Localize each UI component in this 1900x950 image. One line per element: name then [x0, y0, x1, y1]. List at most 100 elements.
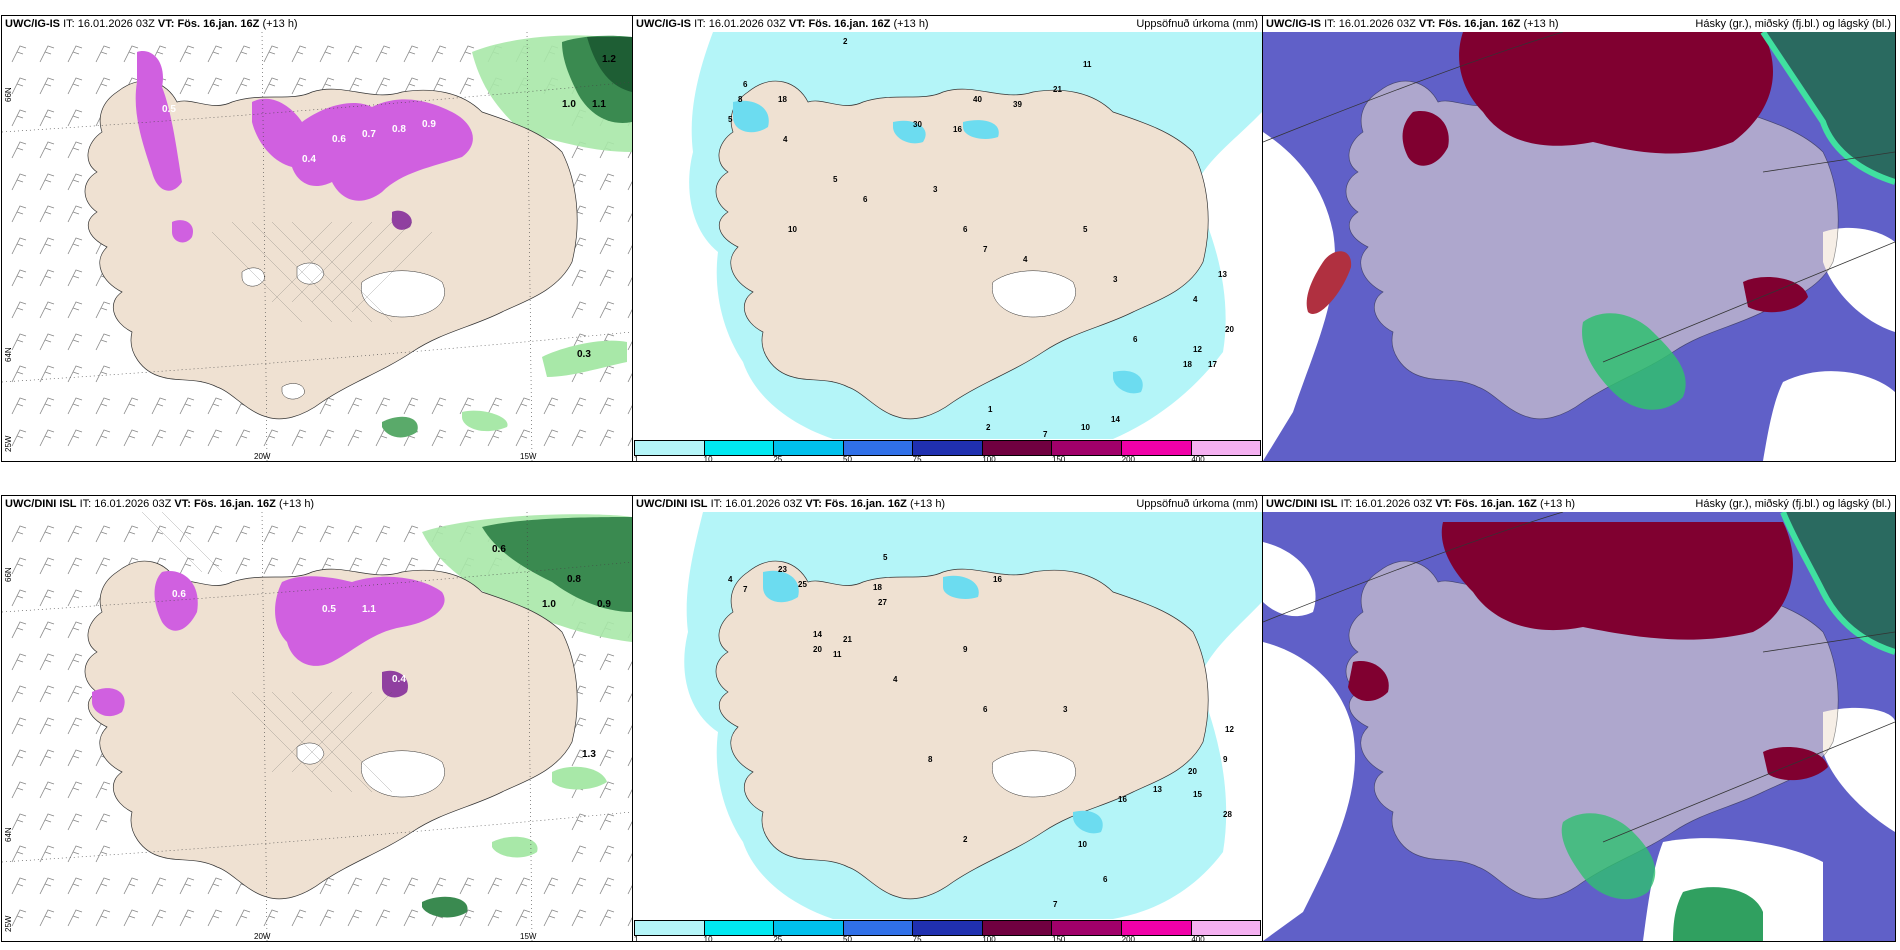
it-label: IT: [1324, 18, 1336, 30]
vt-value: Fös. 16.jan. 16Z [824, 498, 907, 510]
precip-value: 3 [933, 185, 938, 194]
colorbar-tick-label: 25 [773, 935, 783, 942]
wind-barb [151, 429, 167, 447]
clear-area [1823, 227, 1895, 332]
wind-barb [459, 45, 475, 63]
colorbar-tick-label: 150 [1052, 455, 1066, 462]
wind-barb [599, 237, 615, 255]
wind-barb [571, 301, 587, 319]
snow-value: 0.9 [597, 599, 611, 610]
colorbar-swatch [843, 921, 914, 935]
it-value: 16.01.2026 03Z [94, 498, 172, 510]
wind-barb [571, 813, 587, 831]
wind-barb [11, 333, 27, 351]
precip-value: 12 [1193, 345, 1202, 354]
wind-barb [123, 397, 139, 415]
precip-value: 3 [1063, 705, 1068, 714]
graticule [1263, 512, 1895, 843]
snow-value: 0.8 [567, 574, 581, 585]
wind-barb [179, 909, 195, 927]
map-area[interactable]: 5 4 7 23 25 18 27 14 20 16 21 11 4 9 6 8… [633, 512, 1262, 919]
snow-map: 0.6 0.7 0.8 0.9 0.5 0.4 1.0 1.1 1.2 0.3 [2, 32, 632, 461]
precip-value: 16 [1118, 795, 1127, 804]
wind-barb [39, 269, 55, 287]
iceland-land [84, 560, 578, 900]
map-area[interactable]: 0.6 0.5 1.1 0.4 0.6 0.8 1.0 0.9 1.3 20W … [2, 512, 632, 941]
snow-value: 1.0 [542, 599, 556, 610]
wind-barb [207, 397, 223, 415]
green-blob-se [462, 410, 508, 432]
colorbar-swatch [635, 921, 705, 935]
map-area[interactable] [1263, 512, 1895, 941]
snow-value: 0.8 [392, 124, 406, 135]
snow-wind-panel-top: UWC/IG-IS IT: 16.01.2026 03Z VT: Fös. 16… [1, 15, 633, 462]
precip-value: 5 [1083, 225, 1088, 234]
precip-labels: 2 6 8 5 18 30 4 40 39 21 16 5 6 3 10 6 7… [728, 37, 1234, 439]
map-area[interactable] [1263, 32, 1895, 461]
wind-barb [571, 333, 587, 351]
wind-barb [207, 525, 223, 543]
wind-barb [571, 653, 587, 671]
vt-label: VT: [1435, 498, 1452, 510]
wind-barb [459, 877, 475, 895]
wind-barb [599, 301, 615, 319]
snow-region [135, 51, 182, 191]
glacier [241, 267, 265, 287]
wind-barb [515, 429, 531, 447]
wind-barb [67, 845, 83, 863]
snow-value: 1.0 [562, 99, 576, 110]
wind-barb [39, 813, 55, 831]
wind-barb [571, 909, 587, 927]
precip-labels: 5 4 7 23 25 18 27 14 20 16 21 11 4 9 6 8… [728, 553, 1234, 909]
wind-barb [375, 525, 391, 543]
wind-barb [11, 621, 27, 639]
lat-label-66n: 66N [4, 567, 13, 582]
wind-barb [11, 429, 27, 447]
precip-value: 4 [728, 575, 733, 584]
wind-barb [431, 429, 447, 447]
map-area[interactable]: 0.6 0.7 0.8 0.9 0.5 0.4 1.0 1.1 1.2 0.3 … [2, 32, 632, 461]
wind-barb [39, 365, 55, 383]
cloud-panel-bottom: UWC/DINI ISL IT: 16.01.2026 03Z VT: Fös.… [1262, 495, 1896, 942]
snow-value: 0.6 [492, 544, 506, 555]
lon-label-15w: 15W [520, 452, 537, 461]
panel-header: UWC/DINI ISL IT: 16.01.2026 03Z VT: Fös.… [2, 496, 632, 512]
wind-barb [291, 557, 307, 575]
precip-value: 2 [986, 423, 991, 432]
low-cloud [1783, 512, 1895, 652]
snow-value: 1.2 [602, 54, 616, 65]
model-name: UWC/IG-IS [636, 18, 691, 30]
precip-value: 6 [963, 225, 968, 234]
wind-barb [515, 909, 531, 927]
panel-header: UWC/IG-IS IT: 16.01.2026 03Z VT: Fös. 16… [2, 16, 632, 32]
precip-map: 5 4 7 23 25 18 27 14 20 16 21 11 4 9 6 8… [633, 512, 1262, 919]
colorbar-tick-label: 50 [843, 935, 852, 942]
wind-barb [487, 429, 503, 447]
colorbar-tick-label: 200 [1121, 935, 1136, 942]
panel-header: UWC/IG-IS IT: 16.01.2026 03Z VT: Fös. 16… [1263, 16, 1895, 32]
precip-value: 14 [813, 630, 822, 639]
wind-barb [67, 525, 83, 543]
wind-barb [95, 301, 111, 319]
wind-barb [291, 525, 307, 543]
wind-barb [95, 365, 111, 383]
wind-barb [11, 397, 27, 415]
precip-value: 9 [963, 645, 968, 654]
wind-barb [403, 397, 419, 415]
wind-barb [39, 557, 55, 575]
precip-value: 20 [1188, 767, 1197, 776]
wind-barb [263, 77, 279, 95]
high-cloud [1348, 661, 1389, 702]
snow-value: 0.6 [172, 589, 186, 600]
wind-barb [543, 877, 559, 895]
wind-barb [11, 589, 27, 607]
wind-barb [95, 877, 111, 895]
snow-value: 0.4 [392, 674, 406, 685]
colorbar: 1 10 25 50 75 100 150 200 400 [634, 920, 1261, 942]
wind-barb [95, 397, 111, 415]
map-area[interactable]: 2 6 8 5 18 30 4 40 39 21 16 5 6 3 10 6 7… [633, 32, 1262, 439]
colorbar-swatches [634, 440, 1261, 456]
panel-title: Hásky (gr.), miðský (fj.bl.) og lágský (… [1695, 498, 1891, 510]
green-darkest-ne [587, 37, 632, 92]
wind-barb [67, 621, 83, 639]
